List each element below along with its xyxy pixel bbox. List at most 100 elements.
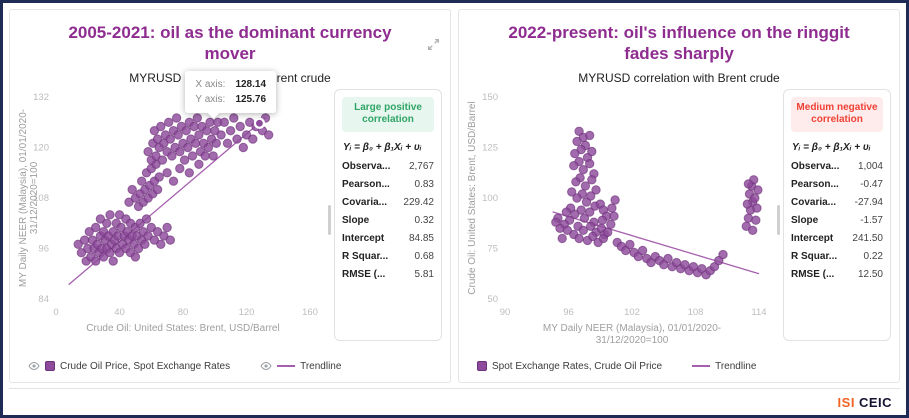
scatter-point[interactable] xyxy=(98,251,109,262)
scatter-point[interactable] xyxy=(130,251,141,262)
scatter-point[interactable] xyxy=(162,167,172,178)
scatter-point[interactable] xyxy=(156,239,166,249)
eye-icon[interactable] xyxy=(260,361,272,371)
legend-item[interactable]: Spot Exchange Rates, Crude Oil Price xyxy=(477,361,662,372)
scatter-point[interactable] xyxy=(133,243,144,253)
scatter-point[interactable] xyxy=(175,163,185,173)
scatter-point[interactable] xyxy=(585,158,595,168)
legend-item[interactable]: Trendline xyxy=(260,361,341,372)
scatter-point[interactable] xyxy=(216,129,226,140)
scatter-point[interactable] xyxy=(203,142,214,152)
scatter-point[interactable] xyxy=(108,255,118,266)
scatter-point[interactable] xyxy=(586,221,596,231)
scatter-point[interactable] xyxy=(572,192,582,203)
scatter-point[interactable] xyxy=(235,121,245,131)
scatter-point[interactable] xyxy=(184,167,195,178)
scatter-point[interactable] xyxy=(743,178,754,189)
scatter-point[interactable] xyxy=(588,231,598,241)
scatter-point[interactable] xyxy=(225,125,236,135)
scatter-point[interactable] xyxy=(753,184,763,195)
scatter-point[interactable] xyxy=(591,184,601,195)
scatter-point[interactable] xyxy=(149,125,160,135)
scatter-point[interactable] xyxy=(95,213,106,224)
scatter-point[interactable] xyxy=(610,194,620,205)
scatter-point[interactable] xyxy=(189,121,199,131)
scatter-point[interactable] xyxy=(570,148,580,158)
scatter-point[interactable] xyxy=(79,234,90,245)
legend-item[interactable]: Trendline xyxy=(692,361,756,372)
scatter-point[interactable] xyxy=(165,234,176,245)
scatter-point[interactable] xyxy=(586,190,596,201)
scatter-point[interactable] xyxy=(105,209,115,220)
scatter-point[interactable] xyxy=(187,150,198,161)
scatter-point[interactable] xyxy=(192,112,203,123)
scatter-point[interactable] xyxy=(181,125,191,135)
scatter-point[interactable] xyxy=(179,154,190,165)
expand-icon[interactable] xyxy=(427,38,440,56)
scatter-point[interactable] xyxy=(143,146,153,156)
scatter-point[interactable] xyxy=(597,215,608,225)
scatter-point[interactable] xyxy=(574,233,584,243)
scatter-point[interactable] xyxy=(229,112,239,123)
scatter-point[interactable] xyxy=(167,150,177,161)
scatter-point[interactable] xyxy=(165,133,176,144)
scatter-point[interactable] xyxy=(663,253,673,263)
scatter-point[interactable] xyxy=(154,171,164,182)
scatter-point[interactable] xyxy=(194,159,204,169)
scatter-point[interactable] xyxy=(149,234,160,245)
eye-icon[interactable] xyxy=(28,361,40,371)
scatter-point[interactable] xyxy=(572,136,582,146)
scatter-point[interactable] xyxy=(191,138,201,148)
scatter-point[interactable] xyxy=(152,184,163,194)
scatter-point[interactable] xyxy=(567,186,577,197)
scatter-point[interactable] xyxy=(561,206,572,217)
scatter-point[interactable] xyxy=(578,225,589,235)
scatter-point[interactable] xyxy=(127,184,137,194)
scatter-point[interactable] xyxy=(248,133,258,144)
scatter-point[interactable] xyxy=(569,160,579,170)
scatter-point[interactable] xyxy=(135,218,145,228)
scatter-point[interactable] xyxy=(219,117,230,127)
scatter-point[interactable] xyxy=(137,176,147,186)
scatter-svg[interactable]: 90 96 102 108 114 50 75 100 125 150 MY Daily NEER … xyxy=(465,87,767,345)
scatter-point[interactable] xyxy=(742,198,753,209)
scatter-point[interactable] xyxy=(114,247,125,257)
scatter-point[interactable] xyxy=(175,146,185,156)
scatter-point[interactable] xyxy=(208,150,218,161)
scatter-point[interactable] xyxy=(557,233,567,243)
scatter-svg[interactable]: 0 40 80 120 160 84 96 108 120 132 Crude Oil: Unite… xyxy=(16,87,318,345)
scatter-point[interactable] xyxy=(587,146,597,156)
scatter-point[interactable] xyxy=(202,125,212,135)
highlighted-point[interactable] xyxy=(253,117,266,129)
scatter-point[interactable] xyxy=(173,129,183,140)
scatter-point[interactable] xyxy=(571,176,581,187)
scatter-point[interactable] xyxy=(102,218,112,228)
scatter-point[interactable] xyxy=(625,239,635,249)
scatter-point[interactable] xyxy=(114,209,125,220)
scatter-chart-right[interactable]: 90 96 102 108 114 50 75 100 125 150 MY Daily NEER … xyxy=(465,87,776,354)
scatter-point[interactable] xyxy=(238,142,249,152)
scatter-point[interactable] xyxy=(156,121,166,131)
scatter-point[interactable] xyxy=(587,174,597,185)
scatter-point[interactable] xyxy=(607,202,617,213)
scatter-point[interactable] xyxy=(606,219,616,229)
scatter-point[interactable] xyxy=(168,176,179,186)
scatter-point[interactable] xyxy=(91,255,101,266)
scatter-point[interactable] xyxy=(162,222,172,232)
scatter-point[interactable] xyxy=(232,133,242,144)
scatter-point[interactable] xyxy=(580,180,591,191)
scatter-point[interactable] xyxy=(151,150,161,161)
scatter-point[interactable] xyxy=(140,239,150,249)
scatter-point[interactable] xyxy=(194,129,204,140)
scatter-point[interactable] xyxy=(585,130,595,140)
scatter-point[interactable] xyxy=(578,164,589,174)
scatter-point[interactable] xyxy=(157,154,168,165)
scatter-point[interactable] xyxy=(264,129,274,140)
scatter-point[interactable] xyxy=(750,192,760,203)
scatter-point[interactable] xyxy=(751,215,761,225)
scatter-point[interactable] xyxy=(171,112,182,123)
scatter-point[interactable] xyxy=(141,213,152,224)
scatter-point[interactable] xyxy=(551,217,561,227)
scatter-point[interactable] xyxy=(183,142,193,152)
scatter-point[interactable] xyxy=(76,247,87,257)
